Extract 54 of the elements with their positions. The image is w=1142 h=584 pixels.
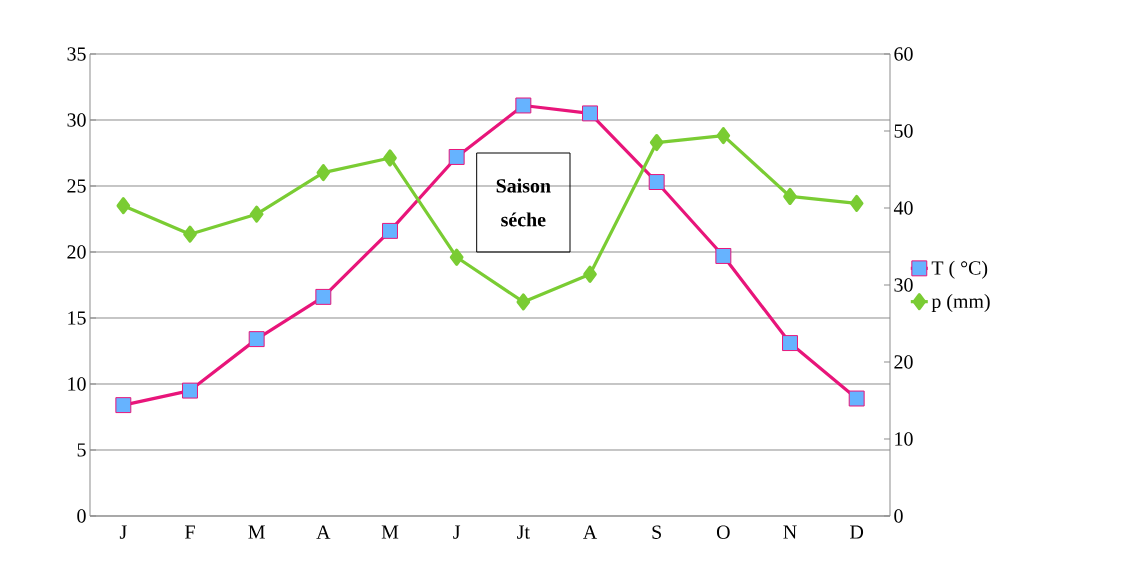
legend-label: T ( °C) (931, 260, 988, 279)
x-tick-label: S (652, 525, 661, 539)
y-tick-label: 30 (67, 113, 86, 127)
y-tick-label: 5 (77, 443, 86, 457)
point (449, 248, 464, 266)
point (182, 382, 198, 399)
y2-tick-label: 0 (894, 509, 903, 523)
y-tick-label: 0 (77, 509, 86, 523)
y-tick-label: 10 (68, 377, 86, 391)
point (115, 397, 132, 414)
x-tick-label: O (716, 525, 730, 539)
x-tick-label: Jt (517, 525, 530, 539)
y2-tick-label: 30 (894, 278, 913, 292)
point (648, 174, 665, 191)
point (782, 335, 798, 352)
point (848, 390, 865, 407)
point (583, 265, 597, 283)
point (849, 194, 864, 212)
y-tick-label: 20 (67, 245, 86, 259)
y-tick-label: 25 (67, 179, 86, 193)
point (249, 205, 264, 223)
y2-tick-label: 40 (893, 201, 913, 215)
point (382, 222, 398, 239)
point (649, 133, 664, 152)
y2-tick-label: 50 (894, 124, 913, 138)
x-tick-label: N (783, 525, 797, 539)
point (716, 127, 731, 145)
point (515, 97, 532, 114)
x-tick-label: F (185, 525, 195, 539)
x-tick-label: M (381, 525, 399, 539)
point (582, 105, 598, 122)
point (315, 288, 332, 305)
y-tick-label: 15 (68, 311, 86, 325)
point (783, 187, 797, 206)
point (448, 148, 465, 165)
y2-tick-label: 10 (895, 432, 913, 446)
x-tick-label: A (583, 525, 598, 539)
y2-tick-label: 20 (894, 355, 913, 369)
point (383, 149, 397, 167)
legend-label: p (mm) (931, 293, 990, 313)
point (316, 164, 331, 182)
x-tick-label: A (316, 525, 331, 539)
y2-tick-label: 60 (894, 47, 913, 61)
point (516, 293, 531, 311)
point (248, 331, 265, 348)
x-tick-label: J (453, 525, 461, 539)
point (715, 247, 732, 264)
point (183, 225, 197, 243)
y-tick-label: 35 (67, 47, 86, 61)
point (116, 197, 131, 215)
annotation: Saison séche (496, 178, 551, 227)
x-tick-label: J (119, 525, 127, 539)
x-tick-label: M (248, 525, 265, 539)
x-tick-label: D (850, 525, 864, 539)
